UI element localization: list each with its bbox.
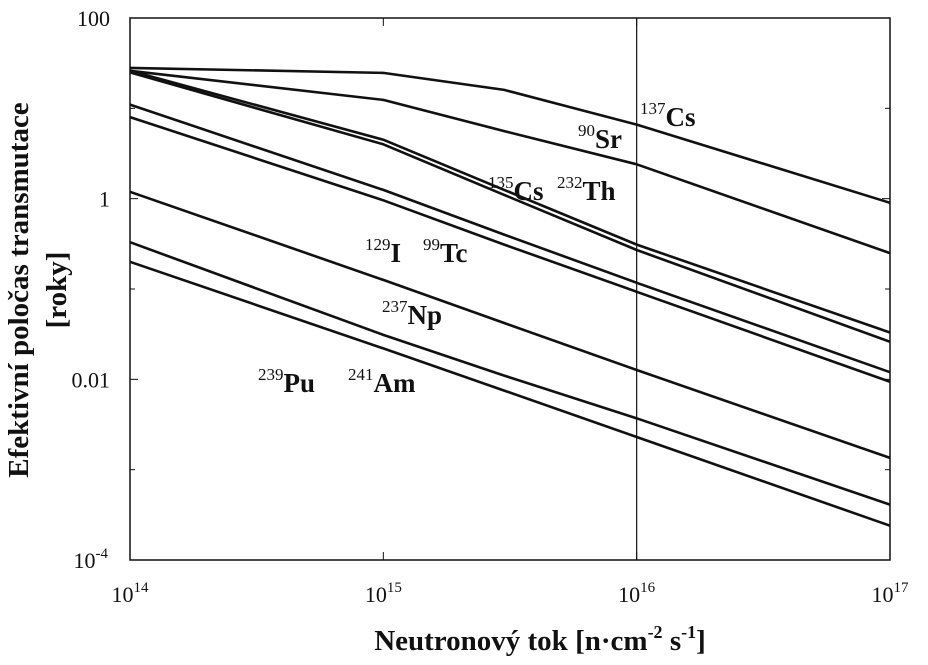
isotope-label: 99Tc (423, 235, 468, 268)
isotope-label: 137Cs (640, 99, 696, 132)
x-axis-title-part: Neutronový tok [n·cm (374, 625, 647, 657)
plot-frame (129, 17, 891, 561)
isotope-mass: 241 (348, 365, 374, 384)
x-tick-base: 10 (365, 582, 387, 607)
x-tick-label: 1014 (112, 580, 150, 607)
x-tick-label: 1017 (872, 580, 910, 607)
y-tick-label: 100 (77, 6, 110, 31)
x-axis-title-part: ] (696, 625, 706, 657)
isotope-symbol: Cs (666, 102, 696, 132)
isotope-mass: 232 (557, 173, 583, 192)
isotope-mass: 137 (640, 99, 666, 118)
isotope-symbol: Cs (514, 176, 544, 206)
isotope-label: 241Am (348, 365, 416, 398)
isotope-label: 232Th (557, 173, 616, 206)
y-tick-label: 1 (99, 187, 110, 212)
series-line (129, 69, 891, 334)
y-axis-title: Efektivní poločas transmutace (3, 102, 35, 478)
isotope-mass: 90 (578, 121, 595, 140)
isotope-mass: 129 (365, 235, 391, 254)
isotope-mass: 99 (423, 235, 440, 254)
isotope-symbol: I (391, 238, 402, 268)
y-tick-base: 10 (74, 548, 96, 573)
series-line (129, 190, 891, 460)
y-tick-exponent: -4 (96, 546, 109, 562)
x-tick-exponent: 15 (387, 580, 402, 596)
isotope-mass: 239 (258, 365, 284, 384)
isotope-symbol: Sr (595, 124, 622, 154)
x-tick-exponent: 14 (134, 580, 150, 596)
isotope-mass: 135 (488, 173, 514, 192)
series-line (129, 103, 891, 374)
x-tick-label: 1016 (618, 580, 656, 607)
series-line (129, 260, 891, 527)
y-tick-label: 0.01 (72, 367, 111, 392)
isotope-symbol: Np (408, 300, 443, 330)
isotope-label: 135Cs (488, 173, 544, 206)
series-line (129, 66, 891, 205)
isotope-symbol: Pu (284, 368, 316, 398)
x-axis-title-sup: -2 (648, 622, 663, 642)
x-tick-base: 10 (618, 582, 640, 607)
series-line (129, 115, 891, 384)
x-axis-title-part: s (663, 625, 682, 657)
series-line (129, 69, 891, 255)
x-tick-base: 10 (872, 582, 894, 607)
x-tick-exponent: 16 (640, 580, 656, 596)
isotope-label: 239Pu (258, 365, 315, 398)
series-line (129, 71, 891, 344)
isotope-mass: 237 (382, 297, 408, 316)
isotope-label: 237Np (382, 297, 442, 330)
x-axis-title: Neutronový tok [n·cm-2 s-1] (374, 622, 706, 657)
x-tick-base: 10 (112, 582, 134, 607)
y-tick-label: 10-4 (74, 546, 109, 573)
isotope-symbol: Am (374, 368, 416, 398)
series-line (129, 240, 891, 506)
isotope-symbol: Tc (440, 238, 468, 268)
isotope-label: 129I (365, 235, 401, 268)
y-axis-title: [roky] (41, 252, 73, 329)
x-tick-label: 1015 (365, 580, 402, 607)
isotope-label: 90Sr (578, 121, 622, 154)
x-tick-exponent: 17 (894, 580, 910, 596)
isotope-symbol: Th (583, 176, 616, 206)
x-axis-title-sup: -1 (681, 622, 696, 642)
